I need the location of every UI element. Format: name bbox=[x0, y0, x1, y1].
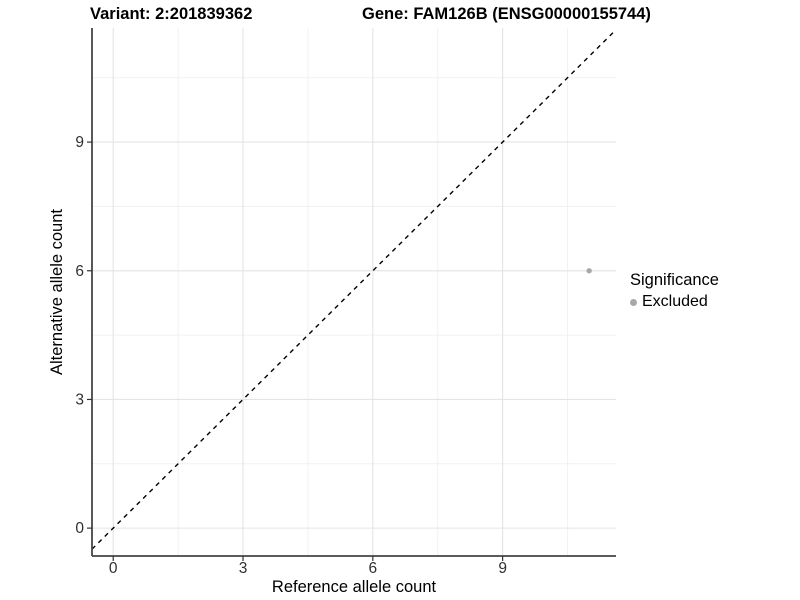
gene-title: Gene: FAM126B (ENSG00000155744) bbox=[362, 5, 651, 23]
legend: Significance Excluded bbox=[630, 271, 719, 311]
legend-entry-label: Excluded bbox=[642, 293, 708, 310]
axis-lines bbox=[91, 28, 616, 557]
identity-line bbox=[91, 29, 617, 550]
data-point-excluded bbox=[586, 268, 592, 274]
y-tick-label: 6 bbox=[75, 263, 84, 280]
y-tick-label: 0 bbox=[75, 520, 84, 537]
tick-labels: 0 3 6 9 0 3 6 9 bbox=[75, 134, 507, 577]
gridlines-minor bbox=[92, 28, 616, 556]
excluded-point-swatch bbox=[630, 298, 637, 306]
data-points bbox=[586, 268, 592, 274]
legend-title: Significance bbox=[630, 271, 719, 289]
y-tick-label: 9 bbox=[75, 134, 84, 151]
gridlines-major bbox=[92, 28, 616, 556]
legend-entry-excluded: Excluded bbox=[630, 293, 719, 311]
x-tick-label: 0 bbox=[109, 560, 118, 577]
x-axis-title: Reference allele count bbox=[271, 578, 437, 596]
y-axis-title: Alternative allele count bbox=[48, 209, 66, 376]
variant-title: Variant: 2:201839362 bbox=[90, 5, 253, 23]
x-tick-label: 9 bbox=[498, 560, 507, 577]
x-tick-label: 3 bbox=[239, 560, 248, 577]
x-tick-label: 6 bbox=[369, 560, 378, 577]
axis-ticks bbox=[87, 141, 504, 561]
y-tick-label: 3 bbox=[75, 391, 84, 408]
